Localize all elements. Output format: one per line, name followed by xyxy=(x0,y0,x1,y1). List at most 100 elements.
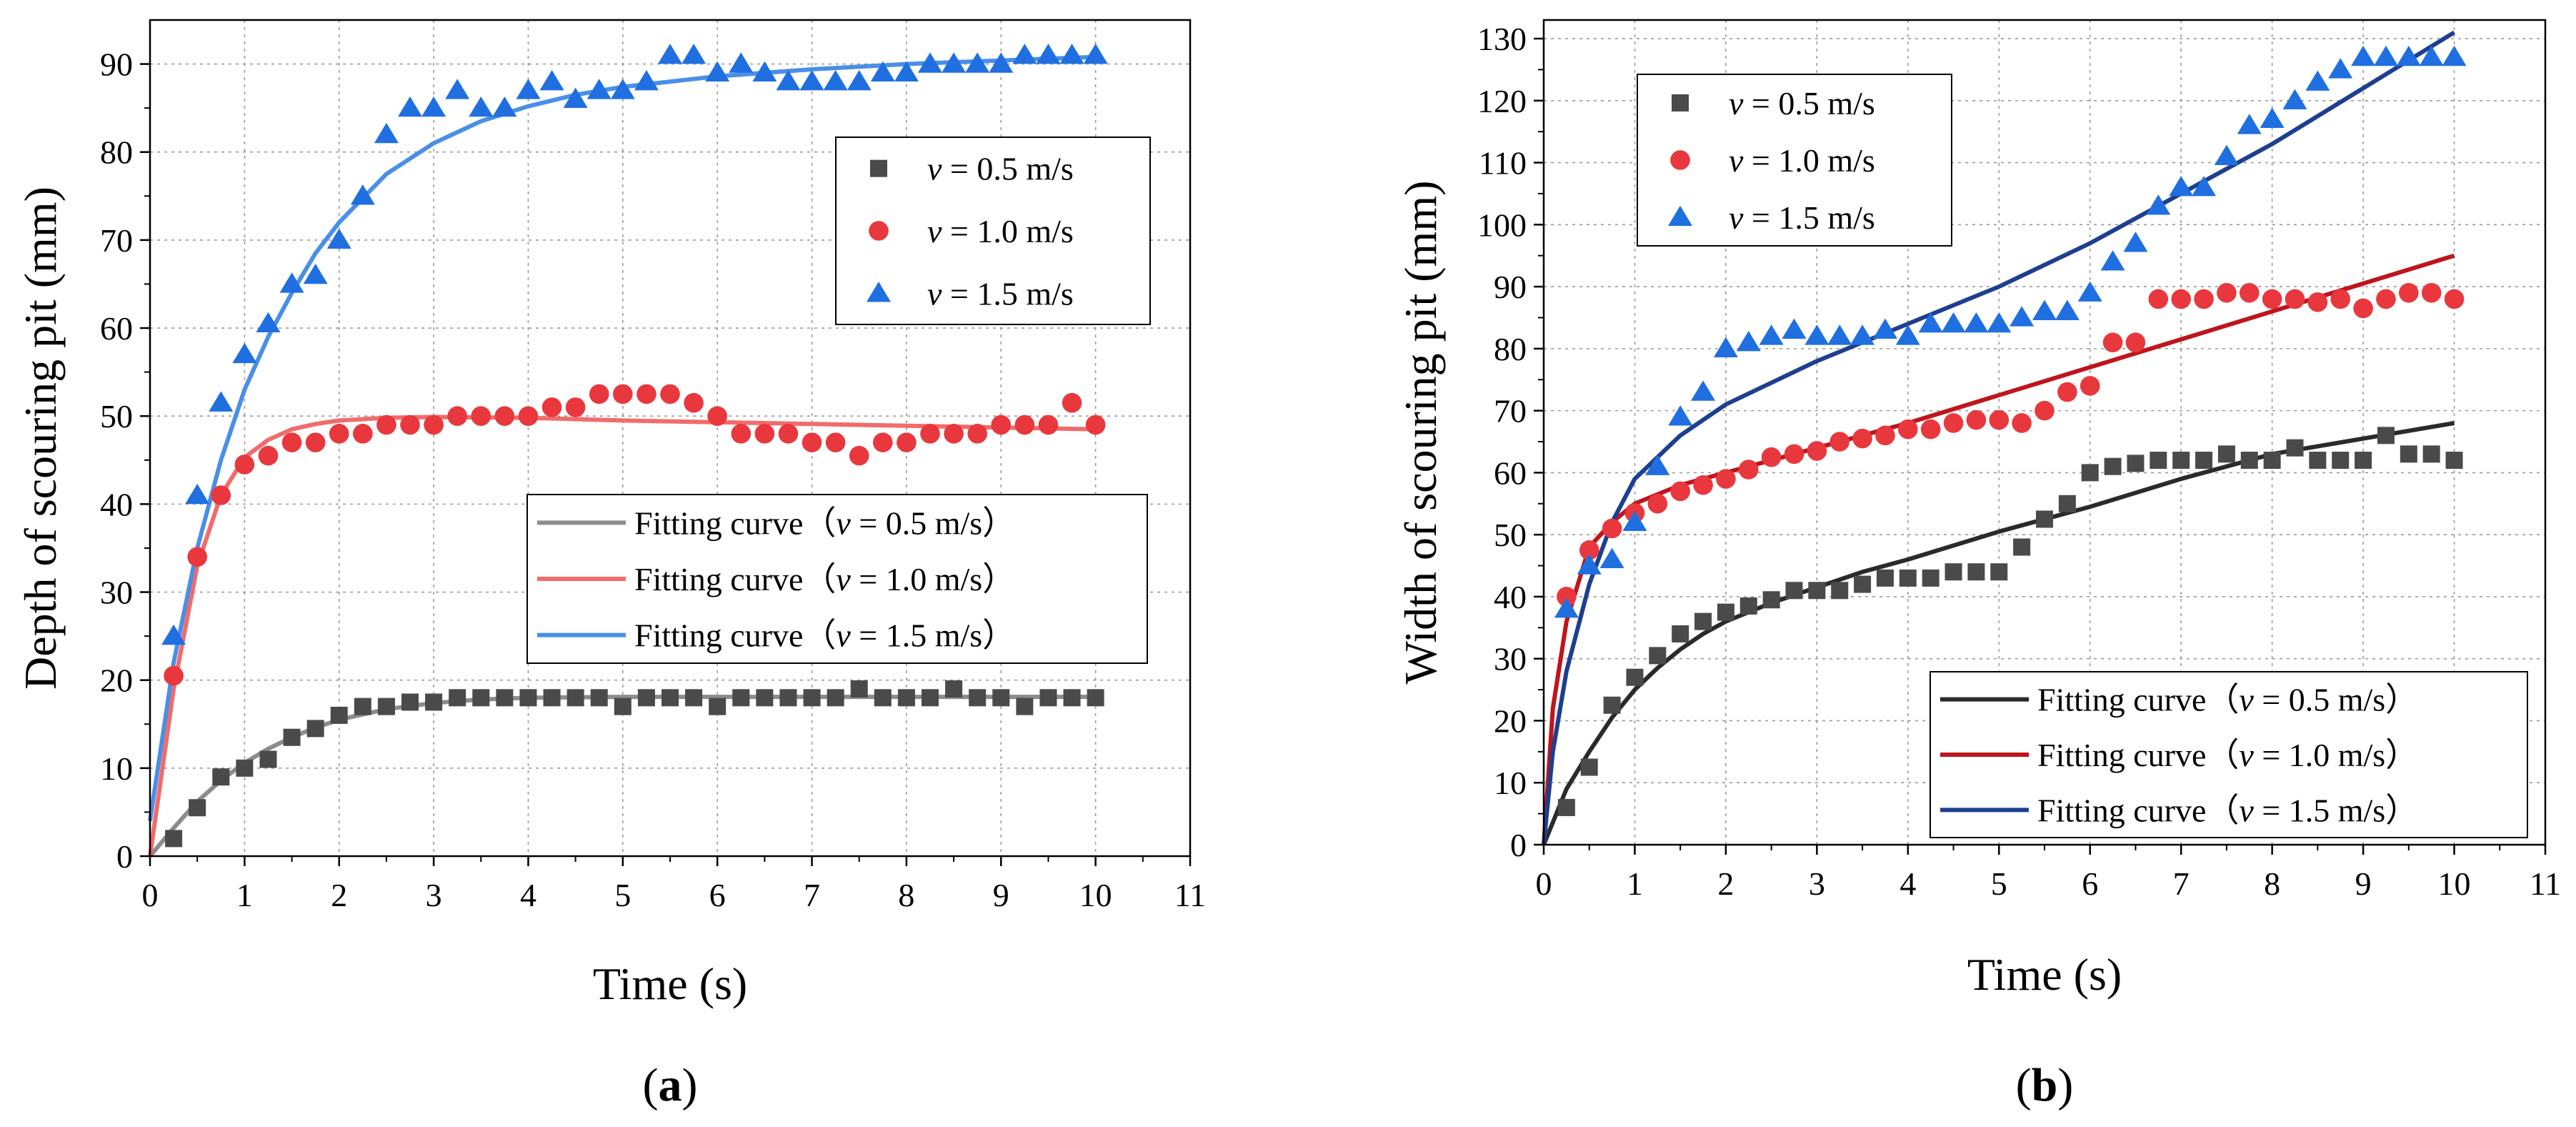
panel-b-series-1-point xyxy=(1854,575,1872,593)
panel-a-series-1-point xyxy=(850,680,868,697)
panel-b-series-2-point xyxy=(2012,413,2032,433)
panel-b-y-tick-label: 100 xyxy=(1477,207,1527,243)
panel-a-y-tick-label: 10 xyxy=(100,750,133,787)
panel-b-series-3-point xyxy=(2373,45,2398,66)
panel-a-y-tick-label: 60 xyxy=(100,310,133,347)
panel-a-x-tick-label: 9 xyxy=(993,877,1009,913)
panel-a-legend-marker-3 xyxy=(866,282,892,302)
panel-b-series-3-point xyxy=(1577,554,1602,575)
panel-b-series-3-point xyxy=(2100,250,2125,271)
panel-a-x-tick-label: 6 xyxy=(709,877,726,913)
panel-a-legend-marker-label-3: v = 1.5 m/s xyxy=(927,275,1074,312)
panel-a-series-2-point xyxy=(211,485,231,505)
panel-b-series-2-point xyxy=(1875,425,1895,446)
panel-a-legend-curve-label-3: Fitting curve（v = 1.5 m/s） xyxy=(634,617,1015,654)
panel-a-x-tick-label: 7 xyxy=(804,877,820,913)
panel-a-series-3-point xyxy=(350,184,375,205)
panel-a-x-tick-label: 0 xyxy=(142,877,159,913)
panel-a-data-points xyxy=(161,44,1108,848)
panel-b-curve-legend: Fitting curve（v = 0.5 m/s）Fitting curve（… xyxy=(1929,671,2528,838)
panel-b-series-3-point xyxy=(2192,176,2217,197)
panel-a-series-1-point xyxy=(992,689,1010,707)
panel-a-series-3-point xyxy=(185,483,210,505)
panel-b-y-tick-label: 60 xyxy=(1494,455,1527,491)
panel-a-series-1-point xyxy=(1039,689,1057,707)
panel-a-series-1-point xyxy=(803,689,821,707)
panel-a-series-1-point xyxy=(472,689,490,707)
panel-b-series-2-point xyxy=(2125,332,2146,352)
panel-b-series-1-point xyxy=(2127,455,2145,472)
panel-b-legend-marker-label-3: v = 1.5 m/s xyxy=(1729,199,1875,236)
panel-a-series-2-point xyxy=(281,432,302,452)
panel-a-series-3-point xyxy=(563,87,588,108)
panel-b-series-3-point xyxy=(2032,299,2057,320)
panel-a-legend-marker-1 xyxy=(870,159,887,177)
panel-a-series-1-point xyxy=(897,689,915,707)
panel-b-series-3-point xyxy=(2396,45,2421,66)
panel-a-y-tick-label: 0 xyxy=(116,838,133,875)
panel-a-series-1-point xyxy=(1063,689,1081,707)
panel-a-series-1-point xyxy=(566,689,584,707)
panel-b-series-1-point xyxy=(1922,569,1940,587)
panel-b-series-2-point xyxy=(1852,428,1872,449)
panel-a-series-1-point xyxy=(732,689,750,707)
panel-b-series-3-point xyxy=(1668,405,1693,426)
panel-a-axis-ticks: 0 1 2 3 4 5 6 7 8 9 10 11 0 10 20 30 40 50 60 70 80 90 xyxy=(100,46,1206,913)
panel-a-series-1-point xyxy=(283,728,301,746)
panel-a-series-2-point xyxy=(164,665,184,686)
panel-b-series-2-point xyxy=(2376,289,2396,309)
panel-a-series-2-point xyxy=(684,392,704,413)
panel-a-series-2-point xyxy=(234,455,255,475)
panel-b-x-axis-label: Time (s) xyxy=(1967,949,2122,1000)
panel-b-series-2-point xyxy=(2307,292,2328,312)
panel-a-series-3-point xyxy=(256,312,281,333)
panel-b-y-tick-label: 40 xyxy=(1494,579,1527,615)
panel-b-series-2-point xyxy=(1557,587,1577,607)
panel-a-series-3-point xyxy=(469,96,494,117)
panel-b-series-3-point xyxy=(1554,597,1579,618)
panel-b-series-3-point xyxy=(2055,299,2080,320)
panel-b-series-2-point xyxy=(2171,289,2191,309)
panel-b-series-2-point xyxy=(1989,409,2010,430)
panel-b-series-3-point xyxy=(1691,380,1716,401)
panel-a-series-1-point xyxy=(189,799,206,817)
panel-a-x-tick-label: 2 xyxy=(331,877,347,913)
panel-a-series-2-point xyxy=(565,397,586,417)
panel-b-series-1-point xyxy=(1603,696,1621,714)
panel-a-legend-curve-var: v xyxy=(836,561,851,597)
panel-b-series-1-point xyxy=(1945,563,1962,581)
panel-a-series-2-point xyxy=(754,424,775,444)
panel-b-series-1-point xyxy=(1808,582,1826,600)
panel-a-series-3-point xyxy=(823,70,848,91)
panel-a-series-2-point xyxy=(376,414,396,435)
panel-b-series-3-point xyxy=(1759,324,1784,345)
panel-b-series-3-point xyxy=(2077,281,2102,302)
panel-b-series-2-point xyxy=(1602,518,1622,539)
panel-b-legend-value: = 1.5 m/s xyxy=(1743,199,1874,236)
panel-a-legend-marker-label-1: v = 0.5 m/s xyxy=(927,151,1074,187)
panel-b-axis-ticks: 0 1 2 3 4 5 6 7 8 9 10 1101020304050607080901001101… xyxy=(1477,21,2561,902)
panel-a-legend-curve-label-1: Fitting curve（v = 0.5 m/s） xyxy=(634,505,1015,541)
panel-a-series-1-point xyxy=(401,693,419,711)
panel-b-marker-legend: v = 0.5 m/sv = 1.0 m/sv = 1.5 m/s xyxy=(1637,74,1952,247)
panel-b-series-2-point xyxy=(2330,289,2351,309)
panel-b-legend-curve-label-2: Fitting curve（v = 1.0 m/s） xyxy=(2037,737,2418,773)
panel-a-series-3-point xyxy=(894,61,919,82)
panel-b-series-2-point xyxy=(1920,419,1941,440)
panel-a-series-2-point xyxy=(187,547,207,567)
panel-a-series-2-point xyxy=(1038,414,1059,435)
panel-b-series-1-point xyxy=(2309,452,2327,470)
panel-b-series-2-point xyxy=(1716,469,1736,489)
panel-b-x-tick-label: 2 xyxy=(1717,865,1734,902)
panel-b-series-2-point xyxy=(1738,460,1759,480)
panel-b-y-tick-label: 20 xyxy=(1494,702,1527,739)
panel-a-y-tick-label: 20 xyxy=(100,662,133,699)
panel-a-series-3-point xyxy=(610,79,635,99)
panel-a-series-1-point xyxy=(779,689,797,707)
panel-b-series-1-point xyxy=(2013,538,2031,556)
panel-b-x-tick-label: 4 xyxy=(1899,865,1916,902)
panel-b-series-1-point xyxy=(1762,591,1780,609)
panel-a-series-3-point xyxy=(279,272,304,293)
panel-a-legend-curve-label-2: Fitting curve（v = 1.0 m/s） xyxy=(634,561,1015,597)
panel-a-series-3-point xyxy=(657,44,683,64)
